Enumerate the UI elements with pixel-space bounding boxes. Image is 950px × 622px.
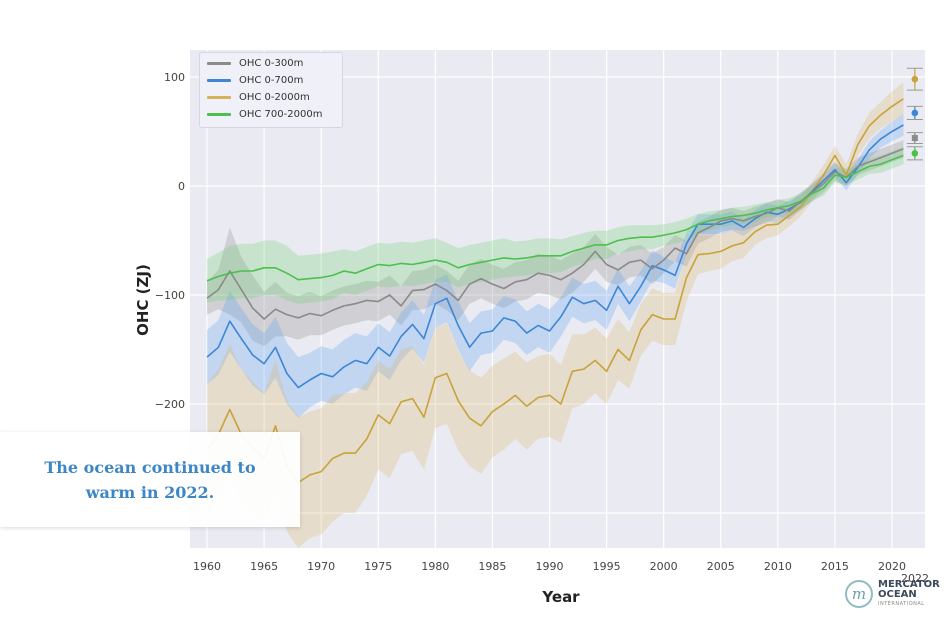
x-tick-labels: 1960 1965 1970 1975 1980 1985 1990 1995 2000 2005… — [193, 560, 906, 573]
logo-line-3: INTERNATIONAL — [878, 601, 925, 607]
x-tick-label: 2000 — [650, 560, 678, 573]
grid-lines — [190, 50, 925, 548]
point-2022 — [911, 109, 919, 117]
logo-line-1: MERCATOR — [878, 579, 940, 590]
logo-line-2: OCEAN — [878, 589, 917, 600]
point-2022 — [911, 135, 918, 142]
x-tick-label: 2005 — [707, 560, 735, 573]
x-tick-label: 1980 — [421, 560, 449, 573]
x-tick-label: 2010 — [764, 560, 792, 573]
plot-background — [190, 50, 925, 548]
logo-text: MERCATOR OCEAN INTERNATIONAL — [878, 580, 940, 608]
legend-item-ohc-0-300m: OHC 0-300m — [200, 55, 342, 72]
legend-swatch — [207, 62, 231, 65]
points-2022 — [906, 67, 923, 161]
legend: OHC 0-300m OHC 0-700m OHC 0-2000m OHC 70… — [199, 52, 343, 128]
caption-line-1: The ocean continued to — [44, 457, 256, 477]
caption-box: The ocean continued to warm in 2022. — [0, 432, 300, 527]
line-ohc-0-300m — [206, 148, 904, 320]
x-tick-label: 1970 — [307, 560, 335, 573]
x-tick-label: 1985 — [478, 560, 506, 573]
legend-item-ohc-0-2000m: OHC 0-2000m — [200, 89, 342, 106]
point-2022 — [911, 150, 919, 157]
legend-label: OHC 0-700m — [239, 75, 304, 86]
point-2022 — [911, 75, 919, 83]
x-tick-label: 2020 — [878, 560, 906, 573]
caption-line-2: warm in 2022. — [85, 482, 215, 502]
y-axis-label: OHC (ZJ) — [134, 264, 152, 336]
series-lines — [206, 98, 904, 484]
x-tick-label: 1995 — [593, 560, 621, 573]
mercator-ocean-logo: m MERCATOR OCEAN INTERNATIONAL — [845, 580, 940, 608]
y-tick-label: −100 — [155, 289, 185, 302]
y-tick-label: 100 — [164, 71, 185, 84]
x-tick-label: 1965 — [250, 560, 278, 573]
band-ohc-0-2000m — [207, 82, 904, 548]
line-ohc-0-2000m — [206, 98, 904, 484]
x-tick-label: 1975 — [364, 560, 392, 573]
legend-label: OHC 0-2000m — [239, 92, 310, 103]
x-tick-label: 2015 — [821, 560, 849, 573]
x-tick-label: 1960 — [193, 560, 221, 573]
caption-text: The ocean continued to warm in 2022. — [44, 455, 255, 505]
legend-swatch — [207, 113, 231, 116]
y-tick-label: 0 — [178, 180, 185, 193]
y-tick-label: −200 — [155, 398, 185, 411]
x-tick-label: 1990 — [536, 560, 564, 573]
legend-label: OHC 700-2000m — [239, 109, 323, 120]
mercator-logo-icon: m — [845, 580, 873, 608]
legend-swatch — [207, 96, 231, 99]
legend-item-ohc-0-700m: OHC 0-700m — [200, 72, 342, 89]
x-axis-label: Year — [541, 588, 580, 606]
band-ohc-0-700m — [207, 114, 904, 419]
legend-swatch — [207, 79, 231, 82]
line-ohc-700-2000m — [206, 154, 904, 282]
y-tick-labels: 100 0 −100 −200 — [155, 71, 185, 411]
x-tick-label-2022: 2022 — [901, 572, 929, 585]
legend-item-ohc-700-2000m: OHC 700-2000m — [200, 106, 342, 123]
legend-label: OHC 0-300m — [239, 58, 304, 69]
band-ohc-0-300m — [207, 140, 904, 347]
